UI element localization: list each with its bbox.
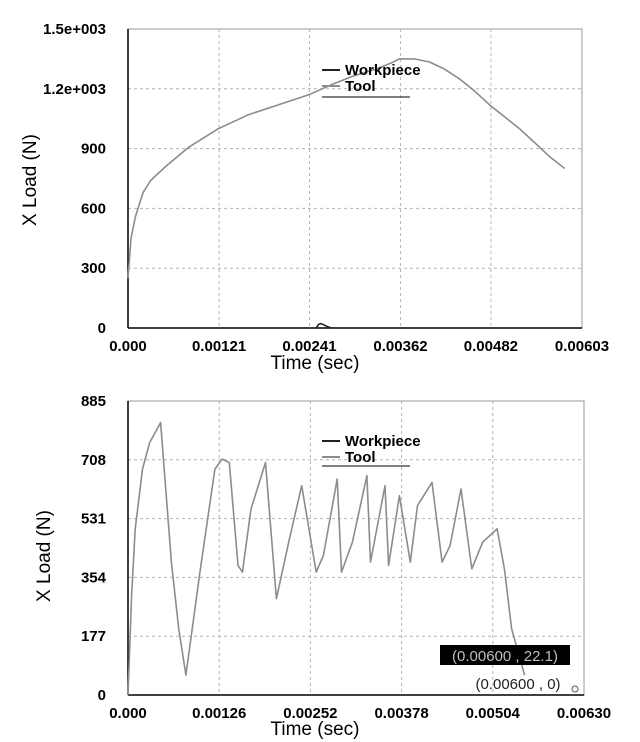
readout-marker <box>571 685 579 693</box>
series-line-tool <box>127 421 526 696</box>
x-tick-label: 0.00630 <box>557 705 611 722</box>
x-tick-label: 0.00241 <box>282 338 336 355</box>
readout-label-primary: (0.00600 , 22.1) <box>452 648 558 665</box>
y-tick-label: 708 <box>81 452 106 469</box>
y-tick-label: 300 <box>81 260 106 277</box>
readout-box <box>440 645 570 665</box>
x-tick-label: 0.00603 <box>555 338 609 355</box>
y-tick-label: 354 <box>81 569 107 586</box>
x-tick-label: 0.00362 <box>373 338 427 355</box>
series-line-tool <box>127 58 566 279</box>
y-tick-label: 900 <box>81 141 106 158</box>
legend-label-workpiece: Workpiece <box>345 433 421 450</box>
x-tick-label: 0.00378 <box>374 705 428 722</box>
chart-bottom: 0 177 354 531 708 885 0.000 0.00126 0.00252 0.003… <box>34 393 611 740</box>
x-tick-label: 0.000 <box>109 705 147 722</box>
y-tick-label: 0 <box>98 320 106 337</box>
y-tick-label: 600 <box>81 200 106 217</box>
series-line-workpiece <box>315 322 332 329</box>
x-axis-title: Time (sec) <box>270 353 359 374</box>
x-tick-label: 0.000 <box>109 338 147 355</box>
chart-top: 0 300 600 900 1.2e+003 1.5e+003 0.000 0.00121 0.… <box>20 21 609 374</box>
legend-label-tool: Tool <box>345 78 376 95</box>
y-tick-label: 0 <box>98 687 106 704</box>
y-tick-label: 1.2e+003 <box>43 81 106 98</box>
x-tick-label: 0.00504 <box>466 705 521 722</box>
legend-label-tool: Tool <box>345 449 376 466</box>
x-tick-label: 0.00121 <box>192 338 246 355</box>
y-axis-title: X Load (N) <box>34 510 55 602</box>
y-tick-label: 885 <box>81 393 106 410</box>
plot-area <box>127 28 583 329</box>
y-tick-label: 1.5e+003 <box>43 21 106 38</box>
legend-label-workpiece: Workpiece <box>345 62 421 79</box>
x-axis-title: Time (sec) <box>270 719 359 740</box>
x-tick-label: 0.00482 <box>464 338 518 355</box>
x-tick-label: 0.00252 <box>283 705 337 722</box>
y-axis-title: X Load (N) <box>20 134 41 226</box>
y-tick-label: 531 <box>81 511 106 528</box>
y-tick-label: 177 <box>81 628 106 645</box>
x-tick-label: 0.00126 <box>192 705 246 722</box>
readout-label-secondary: (0.00600 , 0) <box>475 676 560 693</box>
